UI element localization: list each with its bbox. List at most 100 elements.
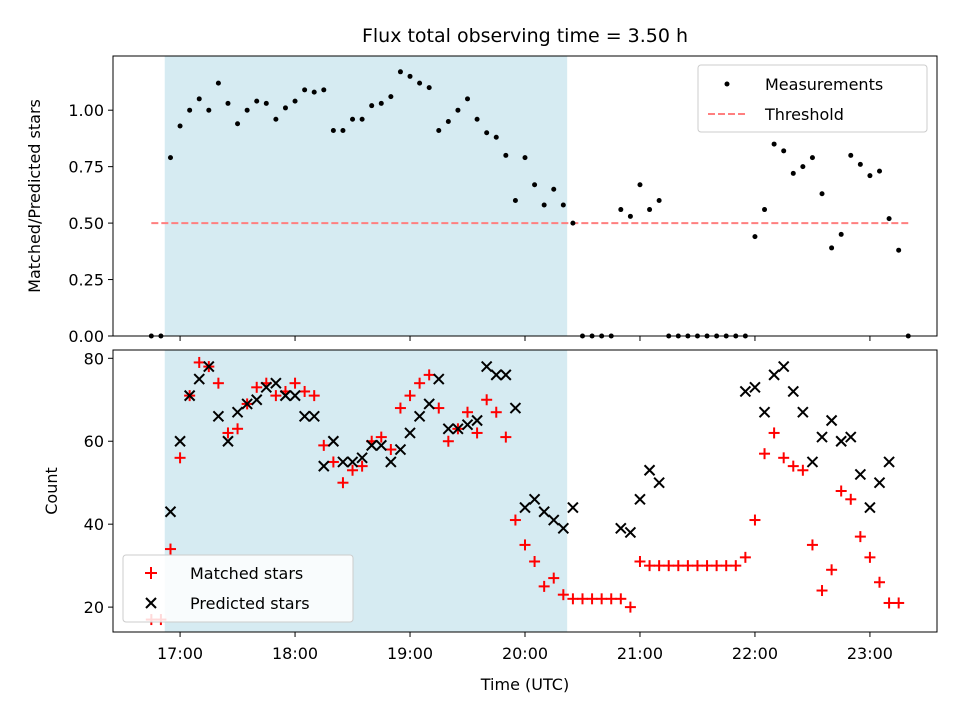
predicted-star-point bbox=[643, 464, 656, 476]
predicted-star-point bbox=[777, 360, 790, 373]
top-ytick-label: 1.00 bbox=[68, 101, 104, 120]
bottom-ytick-label: 20 bbox=[84, 598, 104, 617]
top-ytick-label: 0.25 bbox=[68, 271, 104, 290]
matched-star-point bbox=[883, 597, 895, 609]
measurement-point bbox=[647, 207, 653, 213]
measurement-point bbox=[167, 155, 173, 161]
predicted-star-point bbox=[854, 468, 867, 481]
measurement-point bbox=[350, 116, 356, 122]
predicted-star-point bbox=[289, 389, 301, 402]
measurement-point bbox=[848, 152, 854, 158]
matched-star-point bbox=[232, 423, 244, 435]
measurement-point bbox=[838, 231, 844, 237]
top-axes-frame bbox=[112, 55, 938, 337]
predicted-star-point bbox=[423, 398, 435, 410]
bottom-xtick-label: 19:00 bbox=[387, 644, 433, 663]
top-legend: Measurements Threshold bbox=[697, 64, 928, 133]
matched-star-point bbox=[567, 593, 579, 605]
predicted-star-point bbox=[365, 439, 378, 452]
measurement-point bbox=[857, 161, 863, 167]
matched-star-point bbox=[845, 493, 857, 505]
top-ytick-label: 0.75 bbox=[68, 158, 104, 177]
matched-star-point bbox=[529, 556, 541, 567]
matched-star-point bbox=[711, 560, 723, 572]
matched-star-point bbox=[787, 460, 799, 472]
predicted-star-point bbox=[442, 423, 455, 435]
legend-matched-marker bbox=[145, 567, 157, 579]
bottom-legend-box bbox=[122, 554, 354, 623]
predicted-star-point bbox=[413, 410, 426, 423]
matched-star-point bbox=[576, 593, 588, 605]
matched-star-point bbox=[308, 390, 320, 402]
measurement-point bbox=[177, 123, 183, 129]
legend-matched-label: Matched stars bbox=[190, 564, 303, 583]
matched-star-point bbox=[251, 381, 263, 393]
measurement-point bbox=[407, 73, 413, 79]
measurement-point bbox=[273, 116, 279, 122]
matched-star-point bbox=[212, 377, 224, 389]
predicted-star-point bbox=[394, 443, 407, 456]
measurement-point bbox=[570, 220, 576, 226]
predicted-star-point bbox=[356, 452, 368, 464]
matched-star-point bbox=[442, 435, 454, 447]
measurement-point bbox=[417, 80, 423, 86]
matched-star-point bbox=[548, 572, 560, 584]
matched-star-point bbox=[701, 560, 713, 572]
matched-star-point bbox=[509, 514, 521, 526]
measurement-point bbox=[292, 98, 298, 104]
measurement-point bbox=[187, 107, 193, 113]
measurement-point bbox=[532, 182, 538, 188]
predicted-star-point bbox=[883, 456, 895, 468]
bottom-y-ticks: 20 40 60 80 bbox=[84, 349, 113, 617]
matched-star-point bbox=[759, 448, 771, 460]
measurement-point bbox=[244, 107, 250, 113]
matched-star-point bbox=[471, 427, 483, 439]
matched-star-point bbox=[327, 456, 339, 468]
matched-star-point bbox=[270, 390, 282, 402]
matched-star-point bbox=[490, 406, 502, 418]
matched-star-point bbox=[414, 377, 426, 389]
measurement-point bbox=[215, 80, 221, 86]
top-y-ticks: 0.00 0.25 0.50 0.75 1.00 bbox=[68, 101, 113, 346]
matched-star-point bbox=[768, 427, 780, 439]
measurement-point bbox=[426, 85, 432, 91]
bottom-legend: Matched stars Predicted stars bbox=[122, 554, 354, 623]
predicted-star-point bbox=[318, 460, 330, 472]
matched-star-point bbox=[663, 560, 675, 572]
measurement-point bbox=[388, 94, 394, 100]
top-plot-marks bbox=[148, 69, 911, 339]
bottom-axes-frame bbox=[112, 349, 938, 633]
bottom-xtick-label: 22:00 bbox=[732, 644, 778, 663]
predicted-star-point bbox=[509, 402, 522, 414]
matched-star-point bbox=[739, 551, 751, 563]
predicted-star-point bbox=[749, 381, 761, 394]
predicted-star-point bbox=[825, 414, 838, 427]
measurement-point bbox=[235, 121, 241, 127]
predicted-star-point bbox=[279, 389, 292, 402]
measurement-point bbox=[321, 87, 327, 93]
legend-measurements-label: Measurements bbox=[765, 75, 883, 94]
predicted-star-point bbox=[203, 360, 215, 373]
measurement-point bbox=[455, 107, 461, 113]
matched-star-point bbox=[318, 439, 330, 451]
matched-star-point bbox=[164, 543, 176, 555]
predicted-star-point bbox=[768, 369, 780, 381]
measurement-point bbox=[656, 198, 662, 204]
predicted-star-point bbox=[270, 377, 282, 389]
measurement-point bbox=[877, 168, 883, 174]
measurement-point bbox=[867, 173, 873, 179]
matched-star-point bbox=[289, 377, 301, 389]
matched-star-point bbox=[538, 580, 550, 592]
predicted-star-point bbox=[634, 493, 646, 506]
predicted-star-point bbox=[835, 435, 847, 447]
top-observing-window-shade bbox=[164, 56, 568, 336]
predicted-star-point bbox=[346, 456, 359, 468]
predicted-star-point bbox=[337, 456, 349, 468]
top-ytick-label: 0.50 bbox=[68, 214, 104, 233]
predicted-star-point bbox=[480, 360, 493, 373]
matched-star-point bbox=[682, 560, 694, 572]
measurement-point bbox=[829, 245, 835, 251]
measurement-point bbox=[484, 130, 490, 136]
predicted-star-point bbox=[231, 406, 244, 418]
